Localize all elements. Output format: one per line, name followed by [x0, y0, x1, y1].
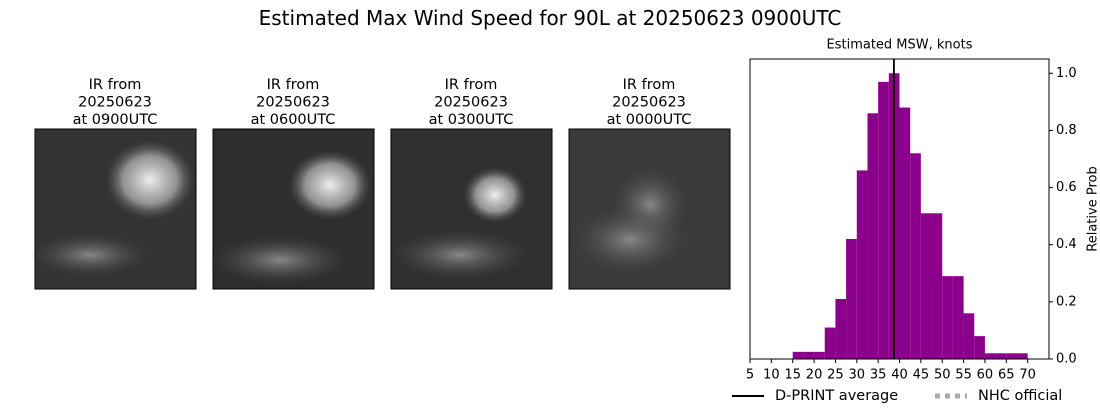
panel-title: 20250623	[256, 95, 330, 111]
x-tick-label: 35	[870, 368, 887, 383]
bar	[974, 336, 985, 359]
x-tick-label: 25	[827, 368, 844, 383]
bar	[846, 239, 857, 359]
bar	[814, 352, 825, 359]
panel-title: IR from	[623, 77, 676, 93]
x-tick-label: 60	[977, 368, 994, 383]
panel-title: IR from	[445, 77, 498, 93]
panel-title: IR from	[89, 77, 142, 93]
y-tick-label: 0.0	[1056, 352, 1077, 367]
bar	[921, 213, 932, 359]
panel-title: at 0000UTC	[607, 112, 692, 128]
bar	[1017, 353, 1028, 359]
ir-image	[569, 129, 730, 289]
bar	[932, 213, 943, 359]
panel-title: 20250623	[612, 95, 686, 111]
x-tick-label: 15	[784, 368, 801, 383]
bar	[878, 82, 889, 359]
x-tick-label: 40	[891, 368, 908, 383]
panel-title: at 0900UTC	[73, 112, 158, 128]
x-tick-label: 45	[913, 368, 930, 383]
x-tick-label: 50	[934, 368, 951, 383]
panel-title: 20250623	[78, 95, 152, 111]
y-tick-label: 0.2	[1056, 294, 1077, 309]
panel-title: at 0600UTC	[251, 112, 336, 128]
bar	[857, 170, 868, 359]
panel-title: IR from	[267, 77, 320, 93]
x-tick-label: 10	[763, 368, 780, 383]
bar	[803, 352, 814, 359]
x-tick-label: 55	[955, 368, 972, 383]
x-tick-label: 70	[1019, 368, 1036, 383]
ir-image	[390, 129, 552, 289]
bar	[996, 353, 1007, 359]
figure-title: Estimated Max Wind Speed for 90L at 2025…	[259, 6, 842, 30]
bar	[793, 352, 804, 359]
y-tick-label: 0.4	[1056, 237, 1077, 252]
legend-label: D-PRINT average	[775, 388, 898, 404]
panel-title: at 0300UTC	[429, 112, 514, 128]
bar	[910, 153, 921, 359]
bar	[953, 276, 964, 359]
bar	[867, 113, 878, 359]
bar	[900, 108, 911, 359]
x-tick-label: 65	[998, 368, 1015, 383]
y-axis-label: Relative Prob	[1086, 166, 1100, 251]
bar	[835, 299, 846, 359]
x-tick-label: 5	[746, 368, 754, 383]
x-tick-label: 30	[849, 368, 866, 383]
bar	[825, 328, 836, 359]
ir-image	[210, 129, 374, 289]
legend-label: NHC official	[978, 388, 1062, 404]
x-tick-label: 20	[806, 368, 823, 383]
bar	[1006, 353, 1017, 359]
axes-title: Estimated MSW, knots	[827, 38, 973, 53]
ir-image	[30, 129, 196, 289]
bar	[964, 313, 975, 359]
bar	[985, 353, 996, 359]
panel-title: 20250623	[434, 95, 508, 111]
y-tick-label: 0.8	[1056, 123, 1077, 138]
y-tick-label: 0.6	[1056, 180, 1077, 195]
y-tick-label: 1.0	[1056, 66, 1077, 81]
bar	[942, 276, 953, 359]
